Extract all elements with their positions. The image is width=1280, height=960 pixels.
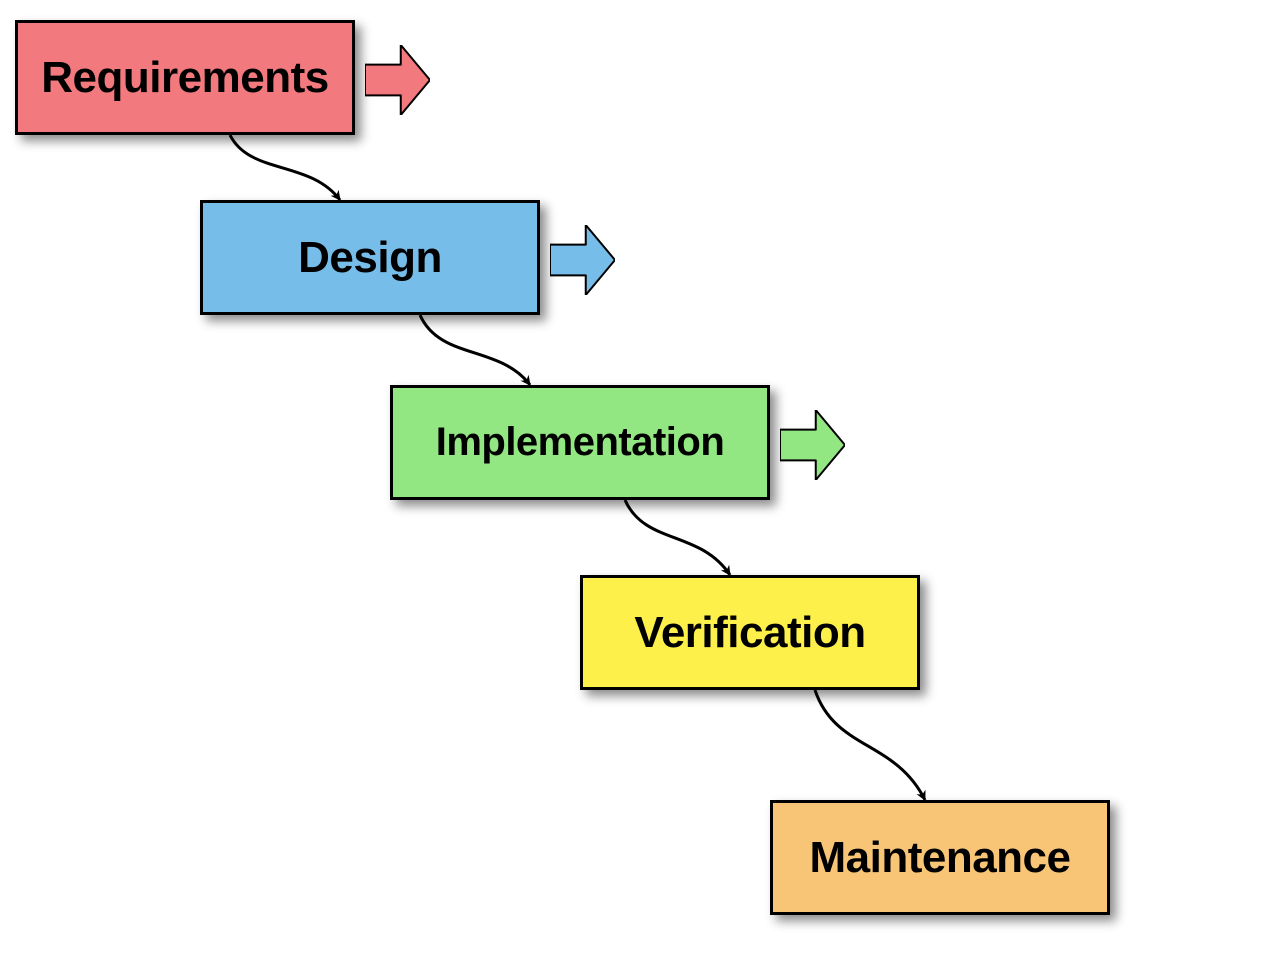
stage-implementation: Implementation: [390, 385, 770, 500]
stage-label: Requirements: [41, 53, 328, 103]
waterfall-diagram: Requirements Design Implementation Verifica…: [0, 0, 1280, 960]
stage-maintenance: Maintenance: [770, 800, 1110, 915]
stage-label: Implementation: [436, 420, 725, 465]
stage-requirements: Requirements: [15, 20, 355, 135]
stage-label: Design: [298, 233, 442, 283]
side-arrow-icon: [365, 45, 430, 115]
connector-arrow: [420, 315, 530, 385]
connector-arrow: [625, 500, 730, 575]
stage-verification: Verification: [580, 575, 920, 690]
side-arrow-icon: [550, 225, 615, 295]
stage-label: Verification: [634, 608, 865, 658]
connector-arrow: [815, 690, 925, 800]
side-arrow-icon: [780, 410, 845, 480]
connector-arrow: [230, 135, 340, 200]
stage-label: Maintenance: [809, 833, 1070, 883]
stage-design: Design: [200, 200, 540, 315]
